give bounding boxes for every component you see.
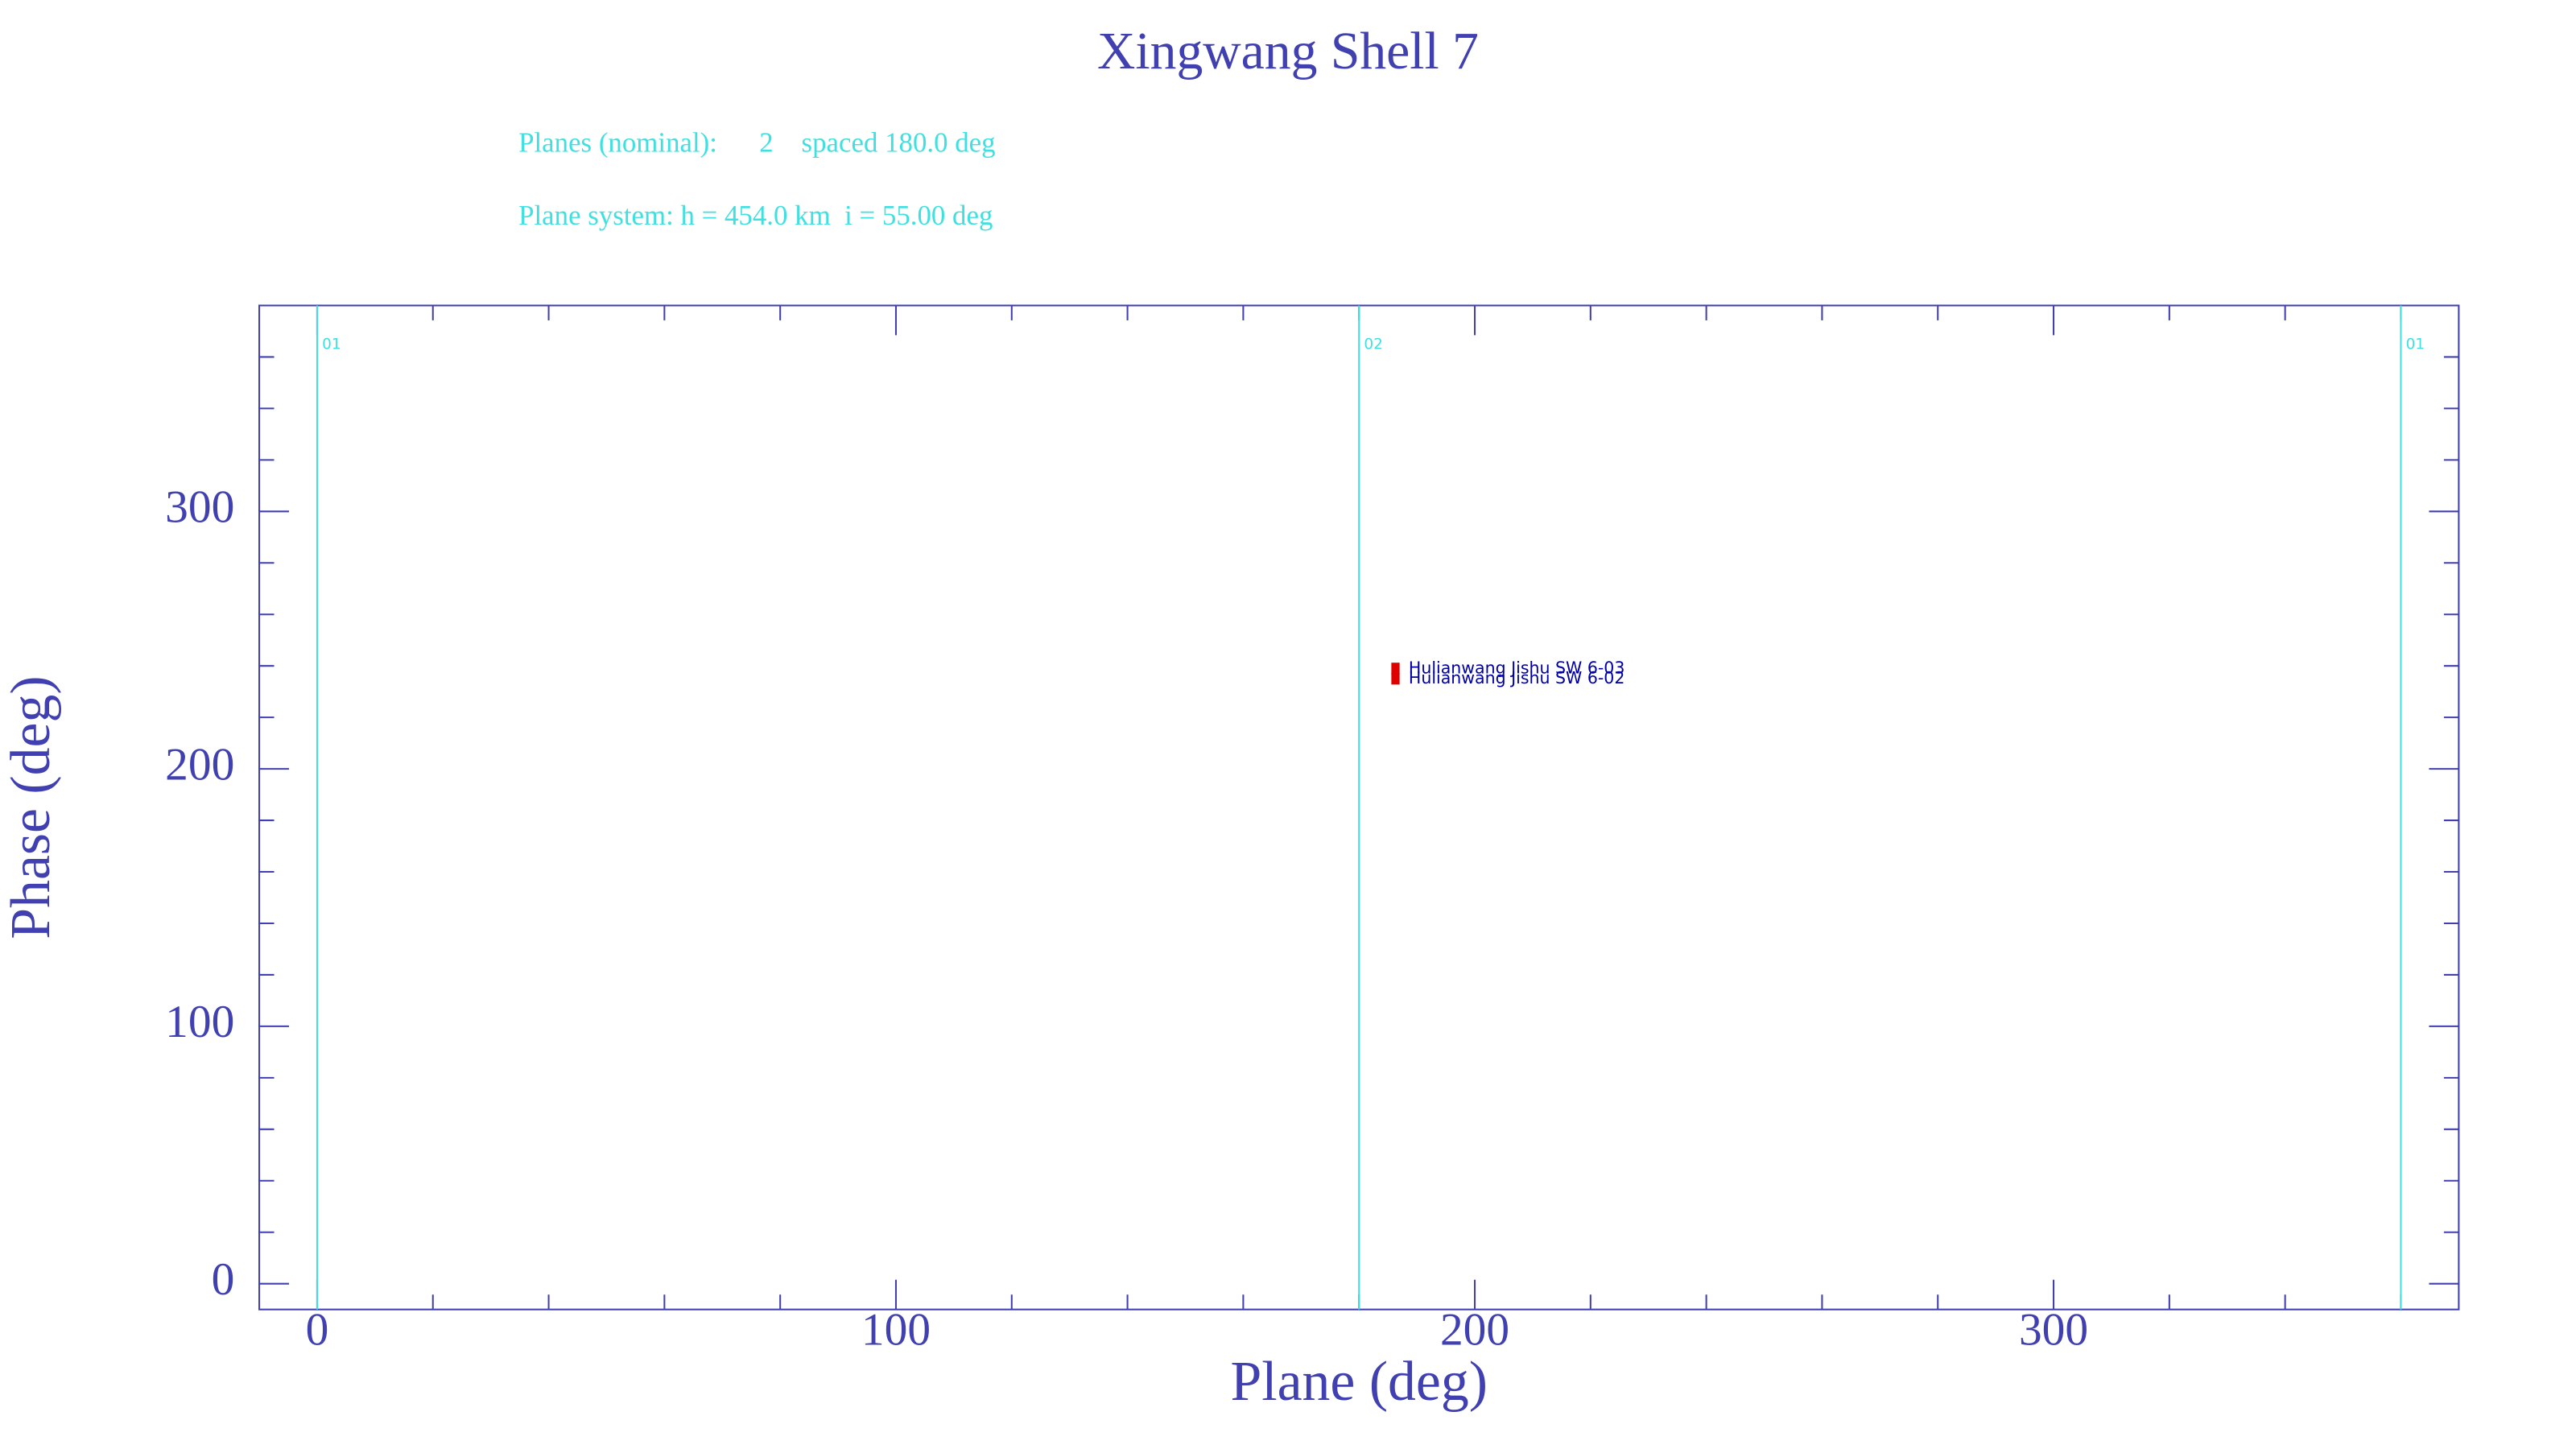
chart-title: Xingwang Shell 7 — [1097, 23, 1479, 80]
y-tick-label: 100 — [165, 997, 234, 1047]
plane-label: 02 — [1364, 336, 1382, 353]
x-tick-label: 100 — [861, 1305, 931, 1356]
satellite-label: Hulianwang Jishu SW 6-03 — [1409, 658, 1624, 677]
x-tick-label: 200 — [1440, 1305, 1509, 1356]
x-tick-label: 300 — [2019, 1305, 2088, 1356]
satellite-point — [1391, 673, 1400, 685]
plane-label: 01 — [322, 336, 341, 353]
plane-label: 01 — [2406, 336, 2425, 353]
y-tick-label: 0 — [212, 1254, 235, 1305]
satellite-label: Hulianwang Jishu SW 6-02 — [1409, 668, 1624, 687]
y-tick-label: 300 — [165, 482, 234, 533]
satellite-point — [1391, 663, 1400, 675]
subtitle: Planes (nominal): 2 spaced 180.0 deg — [518, 127, 996, 159]
subtitle: Plane system: h = 454.0 km i = 55.00 deg — [518, 200, 993, 231]
x-axis-label: Plane (deg) — [1230, 1351, 1487, 1413]
x-tick-label: 0 — [306, 1305, 329, 1356]
y-axis-label: Phase (deg) — [0, 675, 62, 939]
y-tick-label: 200 — [165, 739, 234, 790]
